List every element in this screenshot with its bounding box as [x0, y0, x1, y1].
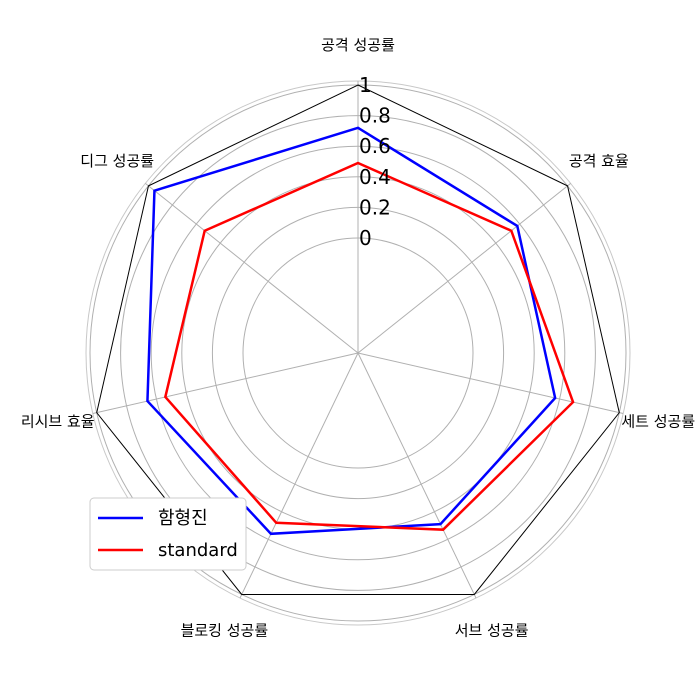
axis-label: 서브 성공률 — [455, 622, 529, 640]
tick-label: 0.4 — [359, 165, 391, 189]
legend-label-series-2: standard — [158, 540, 238, 561]
tick-label: 0.6 — [359, 134, 391, 158]
tick-label: 0.8 — [359, 104, 391, 128]
spoke-5 — [92, 352, 359, 415]
series — [146, 126, 575, 536]
tick-label: 0.2 — [359, 195, 391, 219]
spoke-2 — [357, 352, 624, 415]
series-line-1 — [146, 126, 557, 536]
spoke-1 — [357, 183, 571, 354]
axis-label: 블로킹 성공률 — [181, 622, 269, 640]
tick-label: 0 — [359, 226, 372, 250]
outer-frame — [96, 84, 620, 595]
spoke-4 — [239, 352, 359, 599]
series-line-2 — [163, 161, 575, 531]
radial-ticks: 0 0.2 0.4 0.6 0.8 1 — [359, 73, 391, 250]
axis-label: 세트 성공률 — [621, 413, 695, 431]
axis-label: 리시브 효율 — [21, 413, 95, 431]
spoke-3 — [357, 352, 477, 599]
axis-label: 공격 효율 — [569, 152, 629, 170]
tick-label: 1 — [359, 73, 372, 97]
axis-label: 공격 성공률 — [321, 36, 395, 54]
spoke-6 — [145, 183, 359, 354]
legend-box — [89, 497, 247, 571]
legend-label-series-1: 함형진 — [158, 508, 208, 529]
legend: 함형진 standard — [89, 497, 247, 571]
spokes — [92, 81, 624, 599]
axis-label: 디그 성공률 — [80, 152, 154, 170]
